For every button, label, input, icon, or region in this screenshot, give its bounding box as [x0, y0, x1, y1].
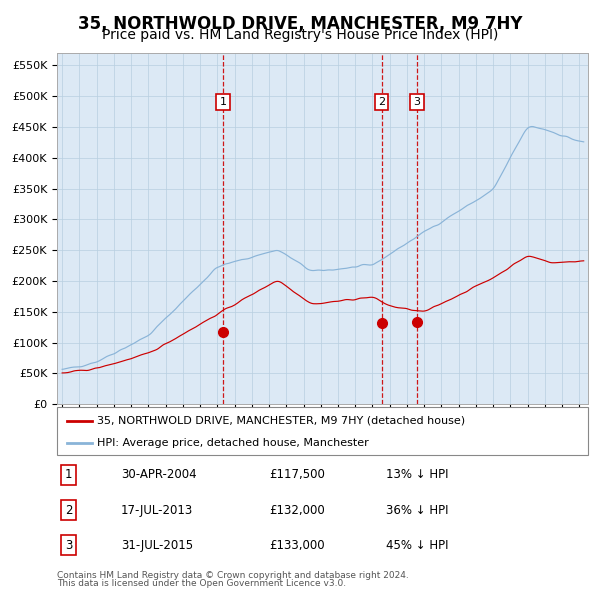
Text: £117,500: £117,500 [269, 468, 325, 481]
Text: Price paid vs. HM Land Registry's House Price Index (HPI): Price paid vs. HM Land Registry's House … [102, 28, 498, 42]
Text: This data is licensed under the Open Government Licence v3.0.: This data is licensed under the Open Gov… [57, 579, 346, 588]
Text: 1: 1 [220, 97, 227, 107]
Text: 2: 2 [378, 97, 385, 107]
Text: £132,000: £132,000 [269, 503, 325, 517]
Text: 35, NORTHWOLD DRIVE, MANCHESTER, M9 7HY (detached house): 35, NORTHWOLD DRIVE, MANCHESTER, M9 7HY … [97, 415, 465, 425]
FancyBboxPatch shape [57, 407, 588, 455]
Text: 31-JUL-2015: 31-JUL-2015 [121, 539, 193, 552]
Text: 3: 3 [65, 539, 73, 552]
Text: HPI: Average price, detached house, Manchester: HPI: Average price, detached house, Manc… [97, 438, 368, 448]
Text: 30-APR-2004: 30-APR-2004 [121, 468, 196, 481]
Text: 3: 3 [413, 97, 421, 107]
Text: Contains HM Land Registry data © Crown copyright and database right 2024.: Contains HM Land Registry data © Crown c… [57, 571, 409, 579]
Text: 2: 2 [65, 503, 73, 517]
Text: 13% ↓ HPI: 13% ↓ HPI [386, 468, 449, 481]
Text: 36% ↓ HPI: 36% ↓ HPI [386, 503, 449, 517]
Text: 17-JUL-2013: 17-JUL-2013 [121, 503, 193, 517]
Text: 35, NORTHWOLD DRIVE, MANCHESTER, M9 7HY: 35, NORTHWOLD DRIVE, MANCHESTER, M9 7HY [78, 15, 522, 33]
Text: 45% ↓ HPI: 45% ↓ HPI [386, 539, 449, 552]
Text: 1: 1 [65, 468, 73, 481]
Text: £133,000: £133,000 [269, 539, 325, 552]
